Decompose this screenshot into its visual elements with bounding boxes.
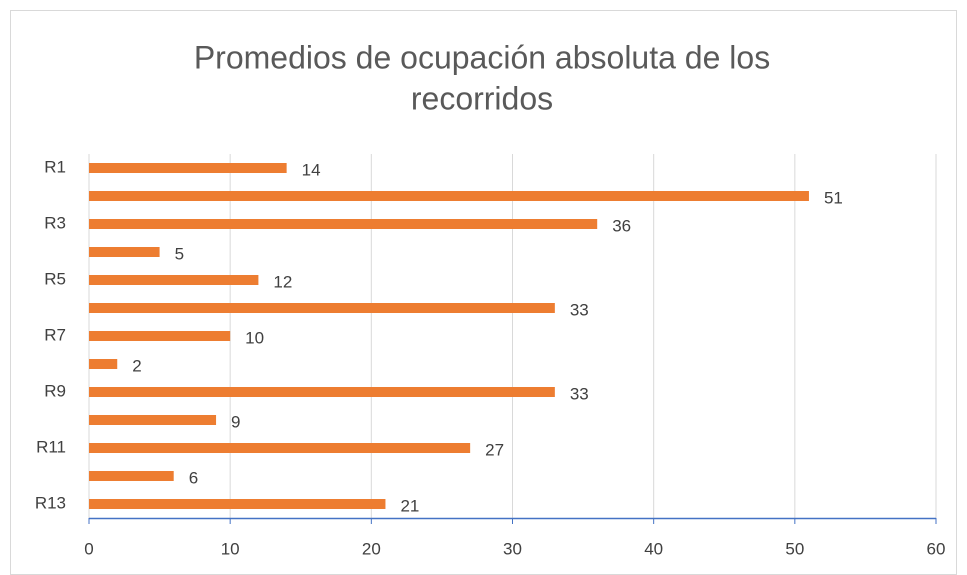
value-label: 51 — [824, 188, 843, 207]
value-label: 9 — [231, 412, 240, 431]
value-label: 10 — [245, 328, 264, 347]
bar — [89, 331, 231, 341]
bar — [89, 499, 386, 509]
x-tick-label: 0 — [84, 539, 93, 558]
bar — [89, 415, 217, 425]
bar — [89, 303, 555, 313]
y-tick-label: R1 — [44, 157, 66, 176]
x-tick-label: 20 — [362, 539, 381, 558]
bar — [89, 275, 259, 285]
y-tick-label: R13 — [35, 493, 66, 512]
bar — [89, 471, 174, 481]
value-label: 12 — [273, 272, 292, 291]
x-tick-label: 30 — [503, 539, 522, 558]
value-label: 2 — [132, 356, 141, 375]
x-tick-label: 60 — [927, 539, 946, 558]
chart-title: recorridos — [411, 80, 553, 116]
value-label: 5 — [175, 244, 184, 263]
bar — [89, 387, 555, 397]
bar — [89, 359, 118, 369]
value-label: 33 — [570, 300, 589, 319]
bar — [89, 191, 809, 201]
x-tick-label: 10 — [221, 539, 240, 558]
y-tick-label: R7 — [44, 325, 66, 344]
bar — [89, 247, 160, 257]
value-label: 14 — [302, 160, 321, 179]
value-label: 33 — [570, 384, 589, 403]
value-label: 6 — [189, 468, 198, 487]
y-tick-label: R5 — [44, 269, 66, 288]
x-tick-label: 50 — [785, 539, 804, 558]
bar — [89, 219, 598, 229]
chart-title: Promedios de ocupación absoluta de los — [194, 39, 770, 75]
value-label: 27 — [485, 440, 504, 459]
bar — [89, 163, 287, 173]
y-tick-label: R11 — [36, 437, 66, 456]
bar — [89, 443, 471, 453]
y-tick-label: R9 — [44, 381, 66, 400]
value-label: 21 — [400, 496, 419, 515]
x-tick-label: 40 — [644, 539, 663, 558]
y-tick-label: R3 — [44, 213, 66, 232]
value-label: 36 — [612, 216, 631, 235]
